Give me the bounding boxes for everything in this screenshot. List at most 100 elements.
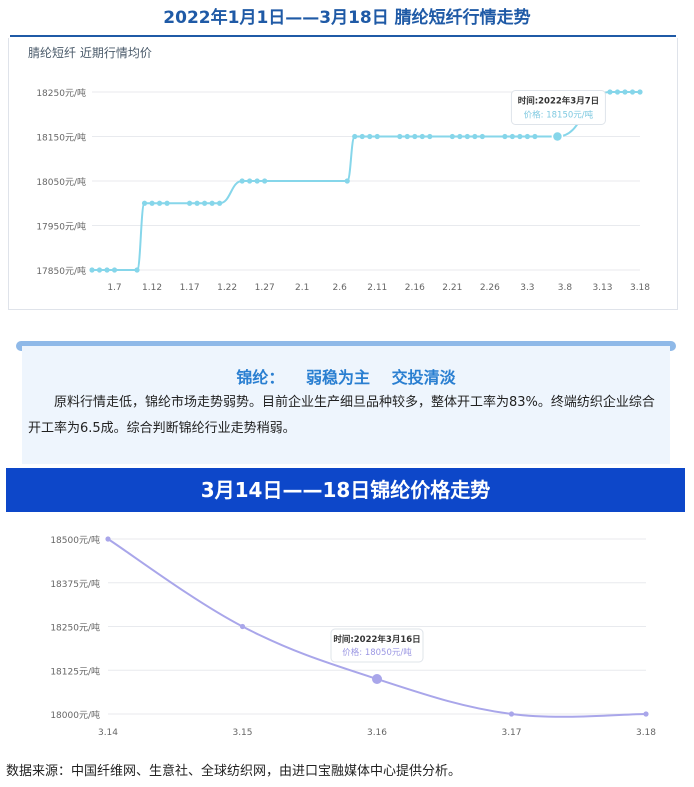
chart1-x-tick-label: 1.27 [255, 283, 275, 293]
nylon-summary-panel: 锦纶： 弱稳为主 交投清淡 原料行情走低，锦纶市场走势弱势。目前企业生产细旦品种… [22, 346, 670, 464]
chart2-y-tick-label: 18000元/吨 [50, 709, 100, 721]
chart2-data-point [239, 623, 246, 630]
chart1-y-tick-label: 17850元/吨 [36, 265, 86, 277]
chart1-data-point [156, 200, 163, 206]
chart1-data-point [622, 89, 628, 95]
chart1-data-point [517, 133, 523, 140]
chart1-x-tick-label: 2.16 [405, 283, 425, 293]
chart1-data-point [367, 133, 373, 140]
chart2-x-tick-label: 3.17 [501, 728, 521, 738]
chart2-data-point [105, 536, 111, 542]
chart1-data-point [532, 133, 538, 140]
chart1-tooltip-box [510, 90, 606, 125]
chart1-x-tick-label: 3.13 [592, 283, 612, 293]
chart1-data-point [404, 133, 410, 140]
chart1-x-tick-label: 3.18 [630, 283, 650, 293]
chart2-tooltip-price: 价格: 18050元/吨 [342, 647, 412, 658]
chart1-y-tick-label: 17950元/吨 [36, 221, 86, 233]
chart1-tooltip-date: 时间:2022年3月7日 [518, 96, 599, 107]
chart1-x-tick-label: 1.22 [217, 283, 237, 293]
chart1-data-point [104, 267, 110, 273]
chart1-data-point [254, 178, 260, 184]
chart1-data-point [457, 133, 463, 140]
chart2-y-tick-label: 18375元/吨 [50, 578, 100, 590]
chart1-data-point [202, 200, 208, 206]
chart1-data-point [397, 133, 403, 140]
chart1-x-tick-label: 2.1 [295, 283, 309, 293]
chart2-y-tick-label: 18250元/吨 [50, 622, 100, 634]
chart2-y-tick-label: 18500元/吨 [50, 534, 100, 546]
chart2-series-line [107, 538, 647, 718]
panel-heading-trade: 交投清淡 [391, 368, 456, 387]
chart1-data-point [464, 133, 470, 140]
chart1-data-point [96, 267, 103, 273]
chart1-data-point [629, 89, 636, 95]
chart1-y-tick-label: 18050元/吨 [36, 176, 86, 188]
panel-body-text: 原料行情走低，锦纶市场走势弱势。目前企业生产细旦品种较多，整体开工率为83%。终… [28, 395, 655, 436]
chart2-data-point [643, 711, 649, 717]
chart1-data-point [614, 89, 621, 95]
chart2-x-tick-label: 3.14 [98, 728, 118, 738]
chart1-data-point [239, 178, 245, 184]
chart1-x-tick-label: 1.7 [107, 283, 121, 293]
chart1-data-point [524, 133, 530, 140]
chart1-data-point [247, 178, 253, 184]
chart2-banner-title: 3月14日——18日锦纶价格走势 [6, 468, 685, 512]
chart1-data-point [637, 89, 643, 95]
chart1-y-tick-label: 18250元/吨 [36, 87, 86, 99]
chart2-x-tick-label: 3.15 [232, 728, 252, 738]
chart1-data-point [509, 133, 515, 140]
chart1-data-point [262, 178, 268, 184]
chart1-data-point [89, 267, 95, 273]
chart2-data-point [372, 674, 382, 684]
chart2-plot: 18500元/吨 18375元/吨 18250元/吨 18125元/吨 18000元/吨… [50, 534, 656, 738]
chart1-x-tick-label: 2.11 [367, 283, 387, 293]
chart1-data-point [186, 200, 193, 206]
chart1-data-point [449, 133, 455, 140]
chart1-data-point [607, 89, 613, 95]
chart1-x-tick-label: 1.17 [180, 283, 200, 293]
chart1-data-point [111, 267, 118, 273]
chart2-tooltip-box [330, 628, 424, 663]
chart1-data-point [344, 178, 350, 184]
chart1-data-point [209, 200, 215, 206]
chart1-x-tick-label: 2.6 [333, 283, 348, 293]
chart1-data-point [141, 200, 148, 206]
panel-heading-trend: 弱稳为主 [305, 368, 370, 387]
chart1-data-point [479, 133, 485, 140]
panel-heading: 锦纶： 弱稳为主 交投清淡 [22, 364, 670, 388]
chart1-tooltip-price: 价格: 18150元/吨 [524, 110, 594, 121]
chart1-highlight-point [551, 130, 564, 143]
chart1-container [8, 38, 678, 310]
chart1-data-point [149, 200, 155, 206]
chart1-data-point [359, 133, 365, 140]
chart1-data-point [164, 200, 170, 206]
chart1-x-tick-label: 2.26 [480, 283, 500, 293]
chart2-y-tick-label: 18125元/吨 [50, 665, 100, 677]
chart1-data-point [134, 267, 140, 273]
chart1-x-tick-label: 1.12 [142, 283, 162, 293]
chart1-data-point [412, 133, 418, 140]
chart1-data-point [472, 133, 478, 140]
chart1-section-title: 2022年1月1日——3月18日 腈纶短纤行情走势 [163, 8, 531, 28]
chart1-data-point [502, 133, 508, 140]
chart1-data-point [427, 133, 433, 140]
chart2-x-tick-label: 3.18 [636, 728, 656, 738]
chart1-data-point [352, 133, 358, 140]
chart1-title: 腈纶短纤 近期行情均价 [28, 46, 152, 60]
chart1-data-point [419, 133, 425, 140]
chart1-data-point [194, 200, 200, 206]
chart1-y-tick-label: 18150元/吨 [36, 132, 86, 144]
chart1-data-point [374, 133, 380, 140]
chart1-data-point [217, 200, 223, 206]
chart2-x-tick-label: 3.16 [367, 728, 387, 738]
chart1-x-tick-label: 3.3 [520, 283, 534, 293]
chart1-x-tick-label: 2.21 [442, 283, 462, 293]
chart2-data-point [508, 711, 515, 717]
chart1-x-tick-label: 3.8 [558, 283, 573, 293]
chart1-plot: 18250元/吨 18150元/吨 18050元/吨 17950元/吨 17850元/吨… [36, 87, 650, 293]
title-underline [10, 35, 676, 37]
chart2-tooltip-date: 时间:2022年3月16日 [333, 634, 420, 645]
panel-heading-topic: 锦纶： [236, 368, 285, 387]
data-source-note: 数据来源：中国纤维网、生意社、全球纺织网，由进口宝融媒体中心提供分析。 [6, 764, 462, 779]
